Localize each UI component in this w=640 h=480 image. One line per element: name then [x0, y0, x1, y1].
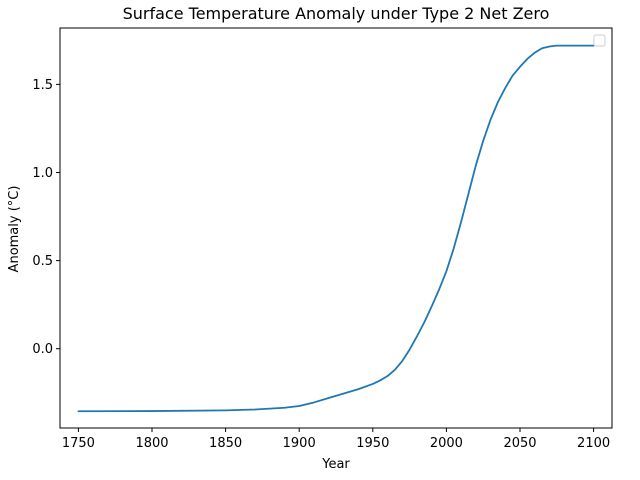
series-line [77, 44, 595, 413]
y-tick-label: 0.0 [32, 342, 53, 357]
x-axis-label: Year [321, 457, 350, 472]
x-tick-label: 1800 [135, 436, 168, 451]
y-tick-label: 0.5 [32, 254, 53, 269]
x-tick-label: 2050 [503, 436, 536, 451]
x-tick-label: 2000 [430, 436, 463, 451]
y-axis: 0.0 0.5 1.0 1.5 [32, 78, 60, 357]
x-tick-label: 1950 [356, 436, 389, 451]
plot-area [59, 27, 613, 429]
chart-title: Surface Temperature Anomaly under Type 2… [123, 4, 550, 23]
x-tick-label: 2100 [577, 436, 610, 451]
y-tick-label: 1.5 [32, 78, 53, 93]
plot-frame [59, 27, 613, 429]
y-tick-label: 1.0 [32, 166, 53, 181]
y-axis-label: Anomaly (°C) [7, 186, 22, 273]
series-layer [77, 44, 595, 413]
x-tick-label: 1750 [62, 436, 95, 451]
legend-box [593, 34, 606, 47]
x-tick-label: 1900 [283, 436, 316, 451]
x-tick-label: 1850 [209, 436, 242, 451]
x-axis: 1750 1800 1850 1900 1950 2000 2050 2100 [62, 428, 610, 451]
